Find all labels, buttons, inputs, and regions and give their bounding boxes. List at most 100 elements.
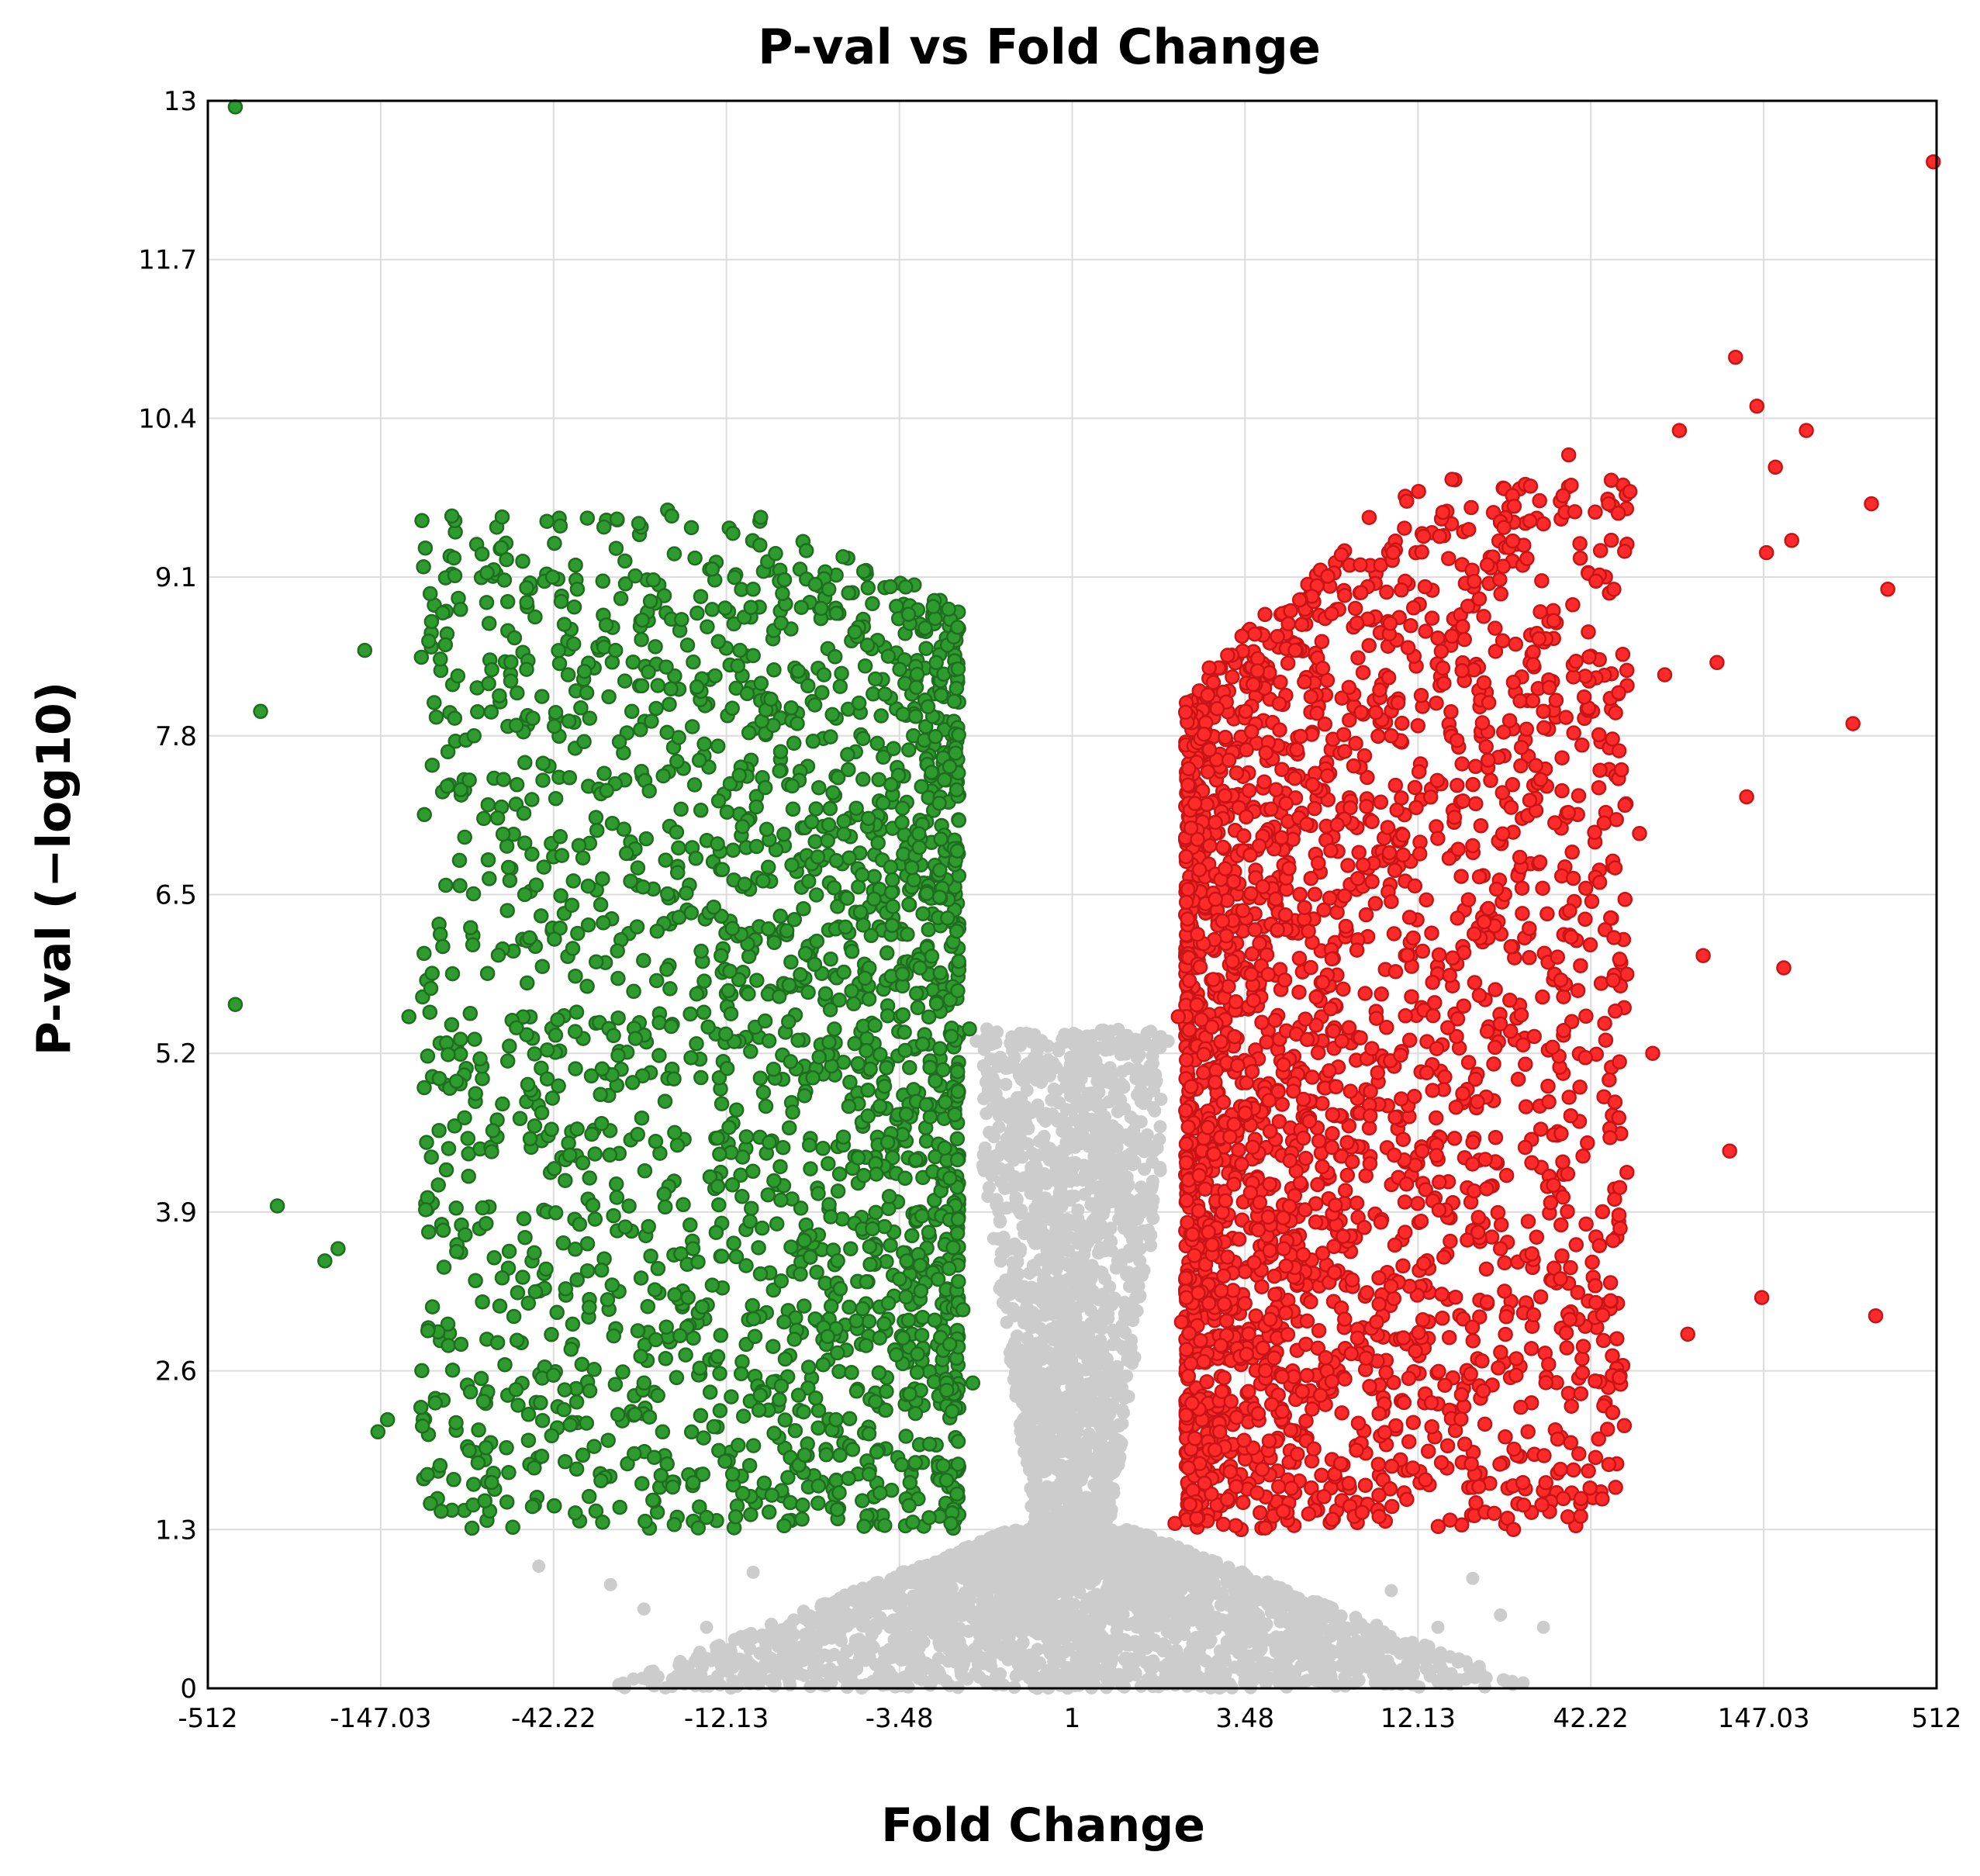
- point-not-significant: [1121, 1669, 1135, 1683]
- point-not-significant: [1066, 1288, 1080, 1301]
- point-downregulated: [772, 744, 789, 759]
- point-not-significant: [989, 1603, 1003, 1617]
- point-downregulated: [693, 1408, 709, 1424]
- point-not-significant: [777, 1655, 791, 1669]
- point-not-significant: [1088, 1181, 1102, 1195]
- point-not-significant: [883, 1620, 897, 1634]
- point-downregulated: [496, 772, 511, 787]
- point-not-significant: [944, 1629, 958, 1643]
- point-not-significant: [1071, 1203, 1085, 1217]
- point-downregulated: [841, 1411, 858, 1427]
- point-not-significant: [1000, 1540, 1014, 1554]
- point-not-significant: [1336, 1622, 1349, 1636]
- point-downregulated: [505, 1519, 520, 1536]
- point-not-significant: [1079, 1571, 1092, 1585]
- point-downregulated: [689, 1036, 704, 1052]
- point-not-significant: [931, 1574, 945, 1588]
- point-not-significant: [1149, 1074, 1163, 1088]
- point-not-significant: [1140, 1580, 1154, 1594]
- point-downregulated: [433, 651, 448, 667]
- point-not-significant: [1273, 1615, 1287, 1629]
- point-not-significant: [1025, 1280, 1038, 1294]
- point-not-significant: [1112, 1419, 1126, 1433]
- point-not-significant: [896, 1573, 910, 1587]
- point-not-significant: [1437, 1666, 1451, 1680]
- point-not-significant: [1029, 1049, 1043, 1062]
- point-not-significant: [1024, 1568, 1038, 1581]
- point-downregulated: [570, 925, 586, 941]
- point-not-significant: [1101, 1457, 1115, 1471]
- point-not-significant: [1140, 1038, 1154, 1052]
- point-not-significant: [1037, 1268, 1051, 1282]
- point-not-significant: [1109, 1126, 1123, 1140]
- point-not-significant: [1090, 1289, 1104, 1303]
- point-downregulated: [777, 1412, 793, 1428]
- point-downregulated: [901, 742, 917, 758]
- point-not-significant: [960, 1672, 974, 1686]
- point-not-significant: [804, 1642, 818, 1656]
- point-not-significant: [1147, 1144, 1160, 1158]
- point-downregulated: [659, 724, 675, 741]
- point-not-significant: [1125, 1353, 1139, 1366]
- point-not-significant: [822, 1650, 836, 1664]
- point-not-significant: [1083, 1389, 1097, 1403]
- point-not-significant: [1117, 1080, 1131, 1094]
- point-downregulated: [951, 813, 967, 828]
- point-downregulated: [678, 1347, 693, 1363]
- point-downregulated: [447, 710, 463, 726]
- point-not-significant: [648, 1672, 662, 1686]
- point-not-significant: [879, 1648, 893, 1662]
- point-not-significant: [1052, 1096, 1066, 1110]
- point-not-significant: [1494, 1608, 1508, 1622]
- point-downregulated: [604, 815, 620, 831]
- point-not-significant: [742, 1632, 756, 1645]
- point-not-significant: [1177, 1628, 1191, 1641]
- point-not-significant: [1061, 1070, 1075, 1084]
- point-not-significant: [944, 1617, 958, 1631]
- point-downregulated: [857, 658, 873, 674]
- point-not-significant: [1076, 1267, 1090, 1280]
- point-not-significant: [1215, 1586, 1229, 1600]
- point-downregulated: [858, 1338, 874, 1353]
- point-not-significant: [999, 1077, 1013, 1091]
- point-not-significant: [1466, 1571, 1480, 1585]
- point-downregulated: [413, 649, 430, 665]
- point-downregulated: [464, 1520, 480, 1536]
- point-not-significant: [1142, 1230, 1156, 1244]
- point-downregulated: [744, 1201, 759, 1216]
- point-downregulated: [565, 636, 582, 652]
- point-downregulated: [821, 1197, 837, 1213]
- point-not-significant: [1107, 1374, 1121, 1388]
- point-downregulated: [717, 600, 733, 616]
- point-not-significant: [1069, 1366, 1083, 1380]
- point-not-significant: [1091, 1131, 1105, 1145]
- point-downregulated: [431, 1122, 447, 1138]
- point-downregulated: [844, 1365, 859, 1380]
- point-not-significant: [1038, 1415, 1052, 1429]
- point-not-significant: [1069, 1336, 1083, 1349]
- point-downregulated: [461, 1169, 476, 1184]
- point-not-significant: [802, 1615, 816, 1629]
- point-not-significant: [1255, 1584, 1269, 1597]
- point-downregulated: [481, 616, 497, 631]
- point-not-significant: [1064, 1159, 1078, 1173]
- point-not-significant: [1096, 1486, 1110, 1500]
- point-downregulated: [841, 1299, 857, 1315]
- point-downregulated: [602, 1147, 618, 1163]
- point-downregulated: [783, 700, 799, 716]
- point-not-significant: [760, 1660, 774, 1674]
- point-not-significant: [1261, 1598, 1275, 1611]
- point-downregulated: [515, 553, 530, 569]
- point-downregulated: [527, 1118, 543, 1134]
- point-not-significant: [1390, 1672, 1404, 1686]
- point-not-significant: [961, 1559, 975, 1573]
- point-not-significant: [1128, 1548, 1142, 1562]
- point-not-significant: [1100, 1075, 1114, 1089]
- point-not-significant: [1103, 1280, 1117, 1294]
- point-not-significant: [1125, 1598, 1139, 1612]
- point-downregulated: [786, 735, 802, 751]
- point-not-significant: [1060, 1561, 1074, 1575]
- point-not-significant: [1083, 1414, 1097, 1428]
- point-not-significant: [1158, 1639, 1172, 1653]
- point-not-significant: [933, 1639, 947, 1653]
